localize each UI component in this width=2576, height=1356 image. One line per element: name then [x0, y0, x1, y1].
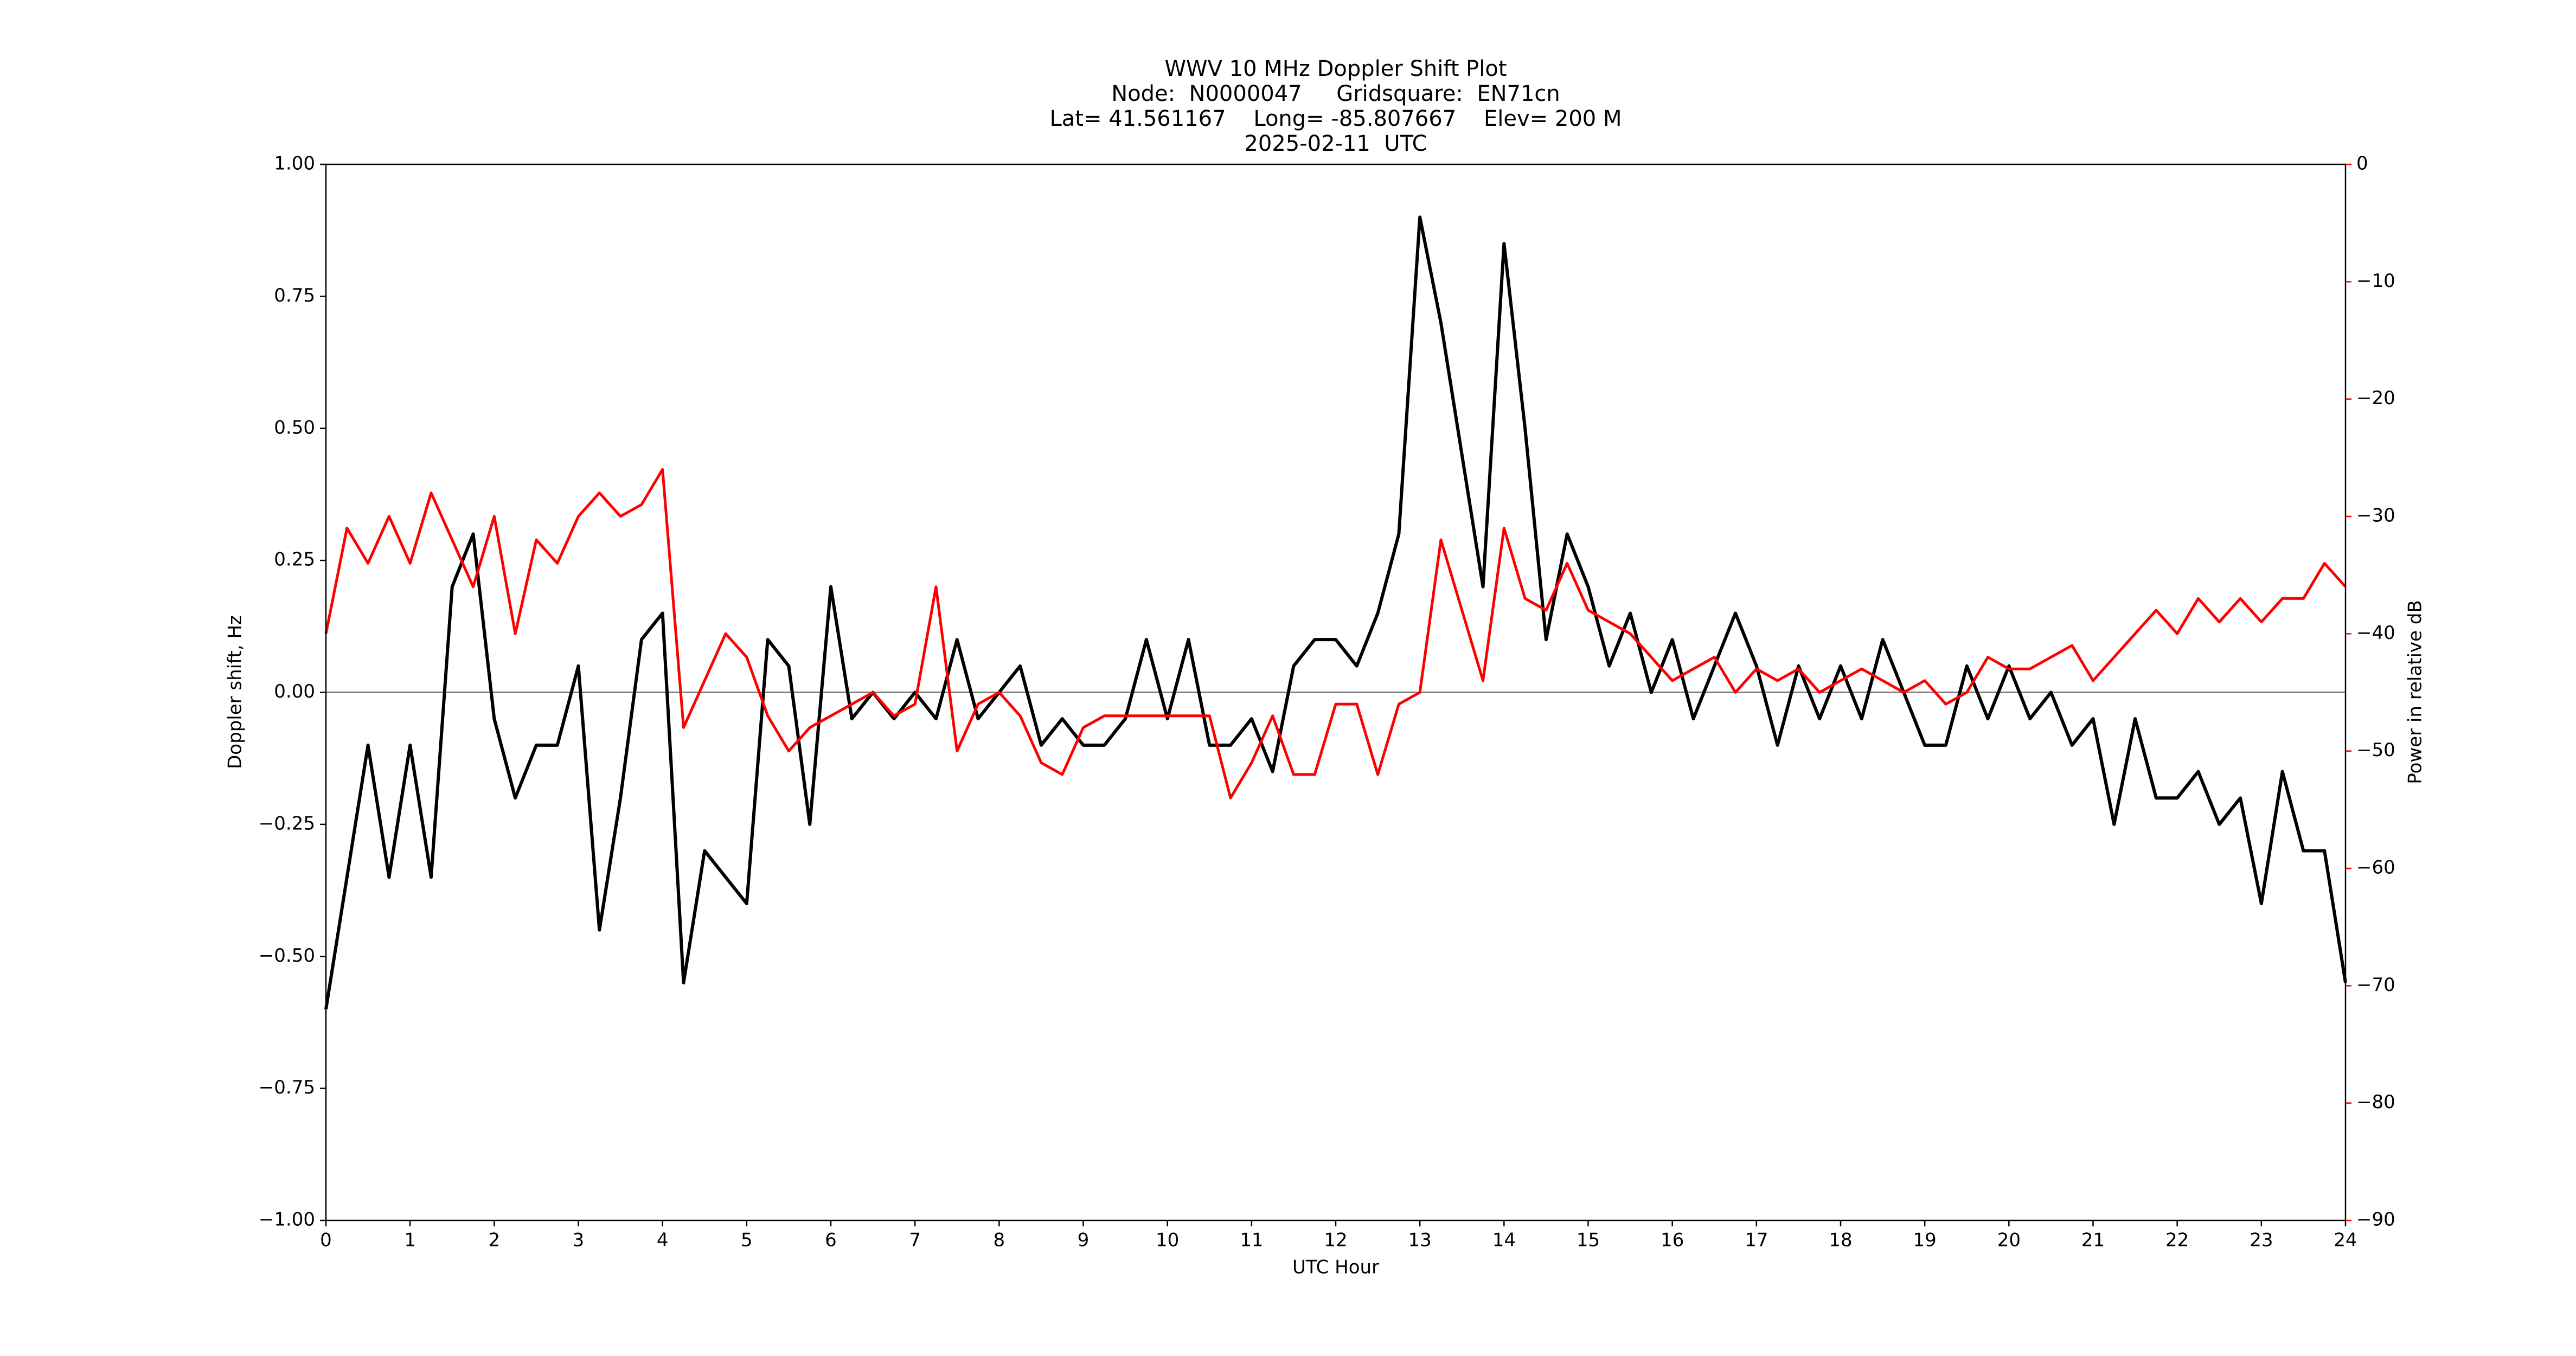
- x-tick-label: 12: [1324, 1230, 1347, 1251]
- x-tick-label: 20: [1997, 1230, 2021, 1251]
- x-tick-label: 19: [1913, 1230, 1937, 1251]
- x-tick-label: 3: [573, 1230, 585, 1251]
- series-line: [324, 215, 2347, 1010]
- chart-subtitle: 2025-02-11 UTC: [1244, 131, 1427, 156]
- x-tick-label: 15: [1577, 1230, 1600, 1251]
- x-tick-label: 1: [404, 1230, 416, 1251]
- y-tick-label: 0.75: [274, 285, 315, 306]
- x-tick-label: 7: [909, 1230, 921, 1251]
- y2-tick-label: −60: [2356, 857, 2395, 879]
- chart-subtitle: Lat= 41.561167 Long= -85.807667 Elev= 20…: [1050, 106, 1622, 131]
- y-tick-label: 1.00: [274, 153, 315, 175]
- x-tick-label: 22: [2165, 1230, 2189, 1251]
- x-tick-label: 4: [657, 1230, 669, 1251]
- x-tick-label: 24: [2334, 1230, 2357, 1251]
- y-tick-label: −0.75: [259, 1077, 315, 1098]
- y-tick-label: −0.50: [259, 945, 315, 967]
- x-tick-label: 21: [2081, 1230, 2105, 1251]
- x-tick-label: 9: [1078, 1230, 1090, 1251]
- x-tick-label: 10: [1156, 1230, 1179, 1251]
- y2-tick-label: −70: [2356, 974, 2395, 996]
- series-line: [324, 468, 2347, 799]
- x-tick-label: 14: [1492, 1230, 1516, 1251]
- x-tick-label: 13: [1408, 1230, 1432, 1251]
- x-tick-label: 6: [825, 1230, 837, 1251]
- y-tick-label: 0.50: [274, 417, 315, 438]
- x-tick-label: 2: [489, 1230, 501, 1251]
- x-axis-label: UTC Hour: [1292, 1257, 1379, 1278]
- x-tick-label: 5: [741, 1230, 753, 1251]
- y-tick-label: 0.00: [274, 681, 315, 702]
- plot-frame: [325, 163, 2347, 1221]
- x-tick-label: 0: [320, 1230, 332, 1251]
- x-tick-label: 23: [2250, 1230, 2273, 1251]
- y-tick-label: −0.25: [259, 813, 315, 834]
- y2-tick-label: 0: [2356, 153, 2368, 175]
- y-axis-label: Doppler shift, Hz: [225, 615, 246, 769]
- chart-title: WWV 10 MHz Doppler Shift Plot: [1164, 56, 1507, 81]
- x-tick-label: 16: [1661, 1230, 1684, 1251]
- y2-tick-label: −40: [2356, 622, 2395, 644]
- y2-tick-label: −20: [2356, 387, 2395, 409]
- y2-axis-label: Power in relative dB: [2405, 600, 2426, 784]
- y2-tick-label: −30: [2356, 505, 2395, 527]
- y2-tick-label: −10: [2356, 270, 2395, 292]
- y2-tick-label: −50: [2356, 739, 2395, 761]
- x-tick-label: 18: [1829, 1230, 1852, 1251]
- x-tick-label: 8: [994, 1230, 1005, 1251]
- y2-tick-label: −90: [2356, 1209, 2395, 1231]
- chart-subtitle: Node: N0000047 Gridsquare: EN71cn: [1111, 81, 1560, 106]
- y-tick-label: −1.00: [259, 1209, 315, 1231]
- y2-tick-label: −80: [2356, 1091, 2395, 1113]
- x-tick-label: 11: [1240, 1230, 1263, 1251]
- y-tick-label: 0.25: [274, 549, 315, 571]
- x-tick-label: 17: [1745, 1230, 1768, 1251]
